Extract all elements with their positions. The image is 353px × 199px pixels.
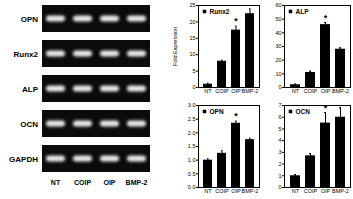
svg-text:*: * <box>324 103 328 113</box>
svg-text:COIP: COIP <box>304 188 318 194</box>
svg-text:COIP: COIP <box>304 88 318 94</box>
svg-text:25: 25 <box>189 2 195 8</box>
svg-text:*: * <box>234 16 238 26</box>
svg-text:20: 20 <box>275 57 281 63</box>
svg-text:0.0: 0.0 <box>188 184 196 190</box>
svg-text:5: 5 <box>278 126 281 132</box>
svg-text:40: 40 <box>275 30 281 36</box>
svg-text:10: 10 <box>275 71 281 77</box>
svg-text:NT: NT <box>292 88 300 94</box>
svg-text:BMP-2: BMP-2 <box>332 188 349 194</box>
svg-text:NT: NT <box>204 88 212 94</box>
svg-text:BMP-2: BMP-2 <box>242 88 259 94</box>
svg-text:0.5: 0.5 <box>188 171 196 177</box>
svg-text:6: 6 <box>278 114 281 120</box>
svg-text:BMP-2: BMP-2 <box>332 88 349 94</box>
svg-text:NT: NT <box>204 188 212 194</box>
svg-text:*: * <box>234 111 238 121</box>
svg-text:Fold Expression: Fold Expression <box>172 27 178 66</box>
svg-text:20: 20 <box>189 19 195 25</box>
svg-text:ALP: ALP <box>296 8 310 15</box>
svg-text:30: 30 <box>275 43 281 49</box>
svg-text:OIP: OIP <box>231 188 241 194</box>
svg-text:OIP: OIP <box>103 179 115 186</box>
svg-text:1.5: 1.5 <box>188 143 196 149</box>
svg-text:OPN: OPN <box>21 15 39 24</box>
svg-text:OIP: OIP <box>321 188 331 194</box>
svg-text:15: 15 <box>189 35 195 41</box>
svg-text:3: 3 <box>278 149 281 155</box>
svg-text:COIP: COIP <box>74 179 91 186</box>
svg-text:OCN: OCN <box>296 108 311 115</box>
svg-text:0: 0 <box>278 184 281 190</box>
svg-text:OIP: OIP <box>231 88 241 94</box>
svg-text:ALP: ALP <box>22 85 39 94</box>
svg-text:GAPDH: GAPDH <box>9 155 38 164</box>
svg-text:COIP: COIP <box>215 88 229 94</box>
svg-text:0: 0 <box>278 84 281 90</box>
svg-text:OPN: OPN <box>210 108 224 115</box>
svg-text:NT: NT <box>292 188 300 194</box>
svg-text:1: 1 <box>278 173 281 179</box>
svg-text:NT: NT <box>51 179 61 186</box>
svg-text:2: 2 <box>278 161 281 167</box>
svg-text:5: 5 <box>192 68 195 74</box>
svg-text:50: 50 <box>275 16 281 22</box>
svg-text:0: 0 <box>192 84 195 90</box>
svg-text:Runx2: Runx2 <box>210 8 230 15</box>
svg-text:BMP-2: BMP-2 <box>126 179 148 186</box>
svg-text:4: 4 <box>278 137 281 143</box>
svg-text:OIP: OIP <box>321 88 331 94</box>
svg-text:2.0: 2.0 <box>188 130 196 136</box>
svg-text:Runx2: Runx2 <box>14 50 39 59</box>
svg-text:COIP: COIP <box>215 188 229 194</box>
svg-text:2.5: 2.5 <box>188 116 196 122</box>
svg-text:1.0: 1.0 <box>188 157 196 163</box>
svg-text:3.0: 3.0 <box>188 102 196 108</box>
svg-text:60: 60 <box>275 2 281 8</box>
svg-text:BMP-2: BMP-2 <box>242 188 259 194</box>
svg-text:10: 10 <box>189 51 195 57</box>
svg-text:OCN: OCN <box>20 120 38 129</box>
svg-text:7: 7 <box>278 102 281 108</box>
svg-text:*: * <box>324 13 328 23</box>
